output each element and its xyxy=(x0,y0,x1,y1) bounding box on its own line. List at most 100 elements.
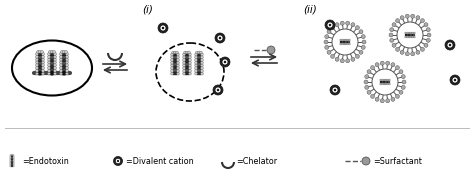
Circle shape xyxy=(182,69,185,72)
Circle shape xyxy=(65,69,68,72)
Bar xyxy=(50,56,54,59)
Circle shape xyxy=(356,26,359,30)
Circle shape xyxy=(340,59,344,63)
Bar xyxy=(343,40,345,43)
Circle shape xyxy=(359,50,363,54)
Circle shape xyxy=(407,32,408,34)
Circle shape xyxy=(49,71,55,75)
Circle shape xyxy=(186,51,188,54)
Circle shape xyxy=(405,36,407,38)
Circle shape xyxy=(365,75,369,79)
Circle shape xyxy=(400,16,404,20)
Bar xyxy=(345,40,347,43)
Circle shape xyxy=(13,161,14,163)
Bar xyxy=(38,65,42,69)
Circle shape xyxy=(335,57,339,61)
Circle shape xyxy=(65,53,68,55)
Circle shape xyxy=(416,50,420,54)
Circle shape xyxy=(42,72,45,75)
Circle shape xyxy=(47,53,50,55)
Circle shape xyxy=(445,40,455,50)
Circle shape xyxy=(195,67,198,70)
Circle shape xyxy=(196,51,199,54)
Circle shape xyxy=(183,51,186,54)
Circle shape xyxy=(201,61,203,64)
Circle shape xyxy=(327,50,331,54)
Circle shape xyxy=(54,58,56,61)
Circle shape xyxy=(362,157,370,165)
Circle shape xyxy=(407,36,408,38)
Circle shape xyxy=(60,64,63,67)
Circle shape xyxy=(201,58,203,61)
Text: =Surfactant: =Surfactant xyxy=(373,156,422,165)
Circle shape xyxy=(359,30,363,34)
Circle shape xyxy=(340,21,344,25)
Ellipse shape xyxy=(12,40,92,96)
Circle shape xyxy=(454,79,456,81)
Circle shape xyxy=(391,63,395,67)
Circle shape xyxy=(427,33,431,37)
Circle shape xyxy=(188,51,191,54)
Circle shape xyxy=(195,53,198,56)
Circle shape xyxy=(65,61,68,64)
Bar xyxy=(173,59,177,62)
Bar xyxy=(408,33,410,36)
Bar xyxy=(173,53,177,56)
Circle shape xyxy=(408,36,410,38)
Circle shape xyxy=(371,66,374,70)
Circle shape xyxy=(158,23,168,33)
Circle shape xyxy=(65,64,68,67)
Circle shape xyxy=(51,50,54,53)
Bar xyxy=(389,81,390,84)
Circle shape xyxy=(36,58,38,61)
Circle shape xyxy=(346,21,350,25)
Circle shape xyxy=(402,80,406,84)
Circle shape xyxy=(201,69,203,72)
Circle shape xyxy=(189,72,191,75)
Text: (ii): (ii) xyxy=(303,5,317,15)
Circle shape xyxy=(410,32,412,34)
Bar xyxy=(347,40,348,43)
Circle shape xyxy=(189,53,191,56)
Ellipse shape xyxy=(156,43,224,101)
Circle shape xyxy=(176,61,179,64)
Circle shape xyxy=(36,67,38,69)
Circle shape xyxy=(182,72,185,75)
Circle shape xyxy=(329,24,331,26)
Circle shape xyxy=(47,69,50,72)
Circle shape xyxy=(171,67,173,70)
Bar xyxy=(11,165,13,167)
Bar xyxy=(185,56,189,59)
Circle shape xyxy=(189,56,191,59)
Circle shape xyxy=(413,32,415,34)
Circle shape xyxy=(420,47,424,51)
Circle shape xyxy=(400,50,404,54)
Circle shape xyxy=(171,64,173,67)
Circle shape xyxy=(361,45,365,49)
Bar xyxy=(62,65,66,69)
Circle shape xyxy=(365,85,369,89)
Circle shape xyxy=(36,72,38,75)
Circle shape xyxy=(367,70,371,74)
Circle shape xyxy=(200,51,202,54)
Circle shape xyxy=(189,69,191,72)
Circle shape xyxy=(364,80,368,84)
Circle shape xyxy=(340,39,342,41)
Circle shape xyxy=(63,50,65,53)
Circle shape xyxy=(380,79,382,81)
Circle shape xyxy=(54,55,56,58)
Circle shape xyxy=(171,58,173,61)
Circle shape xyxy=(222,59,228,65)
Circle shape xyxy=(375,63,379,67)
Circle shape xyxy=(325,35,329,39)
Bar xyxy=(11,162,13,164)
Bar xyxy=(62,72,66,75)
Circle shape xyxy=(195,72,198,75)
Circle shape xyxy=(397,22,423,48)
Circle shape xyxy=(198,51,201,54)
Circle shape xyxy=(195,58,198,61)
Bar xyxy=(340,40,342,43)
Bar xyxy=(185,62,189,66)
Circle shape xyxy=(37,71,43,75)
Circle shape xyxy=(13,158,14,160)
